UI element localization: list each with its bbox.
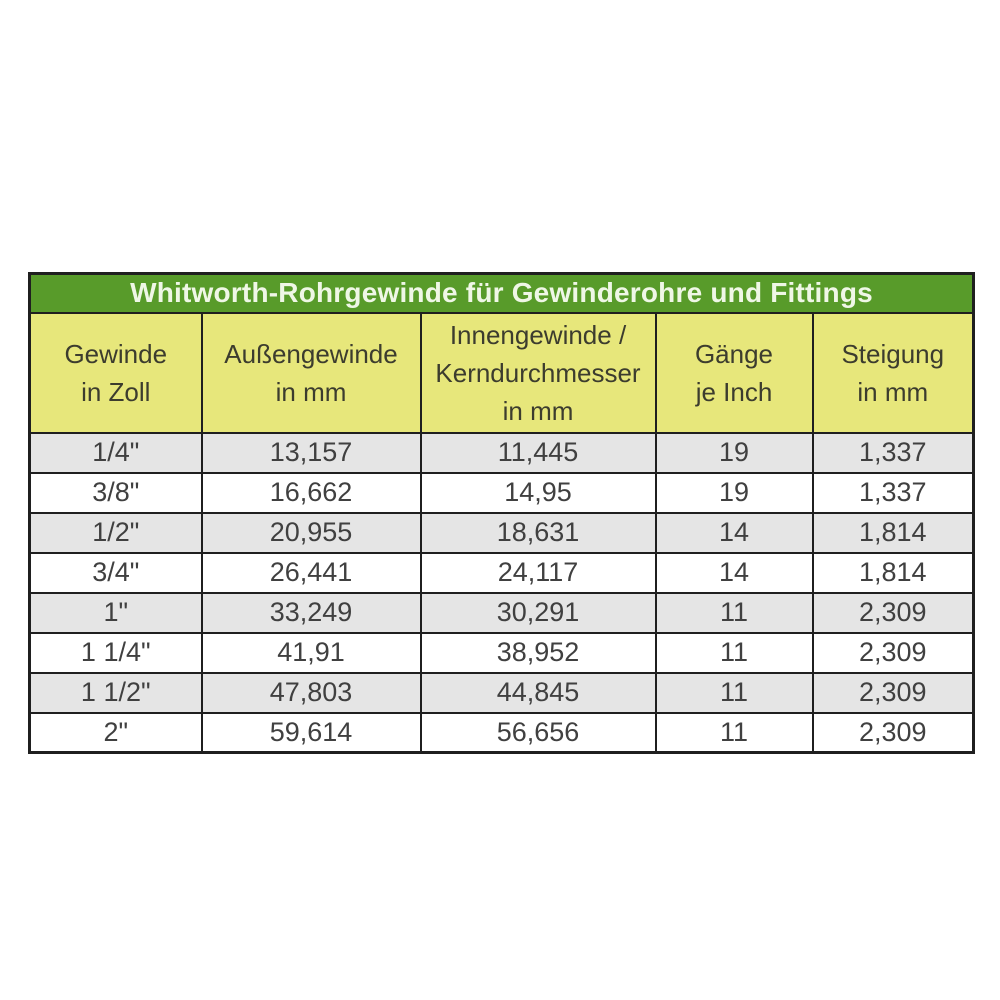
table-row: 3/4" 26,441 24,117 14 1,814 [28, 551, 975, 594]
table-row: 1 1/2" 47,803 44,845 11 2,309 [28, 671, 975, 714]
header-line: in mm [502, 395, 574, 426]
table-cell: 11 [654, 671, 814, 714]
header-line: je Inch [695, 376, 773, 407]
column-header-gewinde-in-zoll: Gewinde in Zoll [28, 311, 203, 434]
table-row: 1/2" 20,955 18,631 14 1,814 [28, 511, 975, 554]
header-line: in mm [275, 376, 347, 407]
whitworth-thread-table: Whitworth-Rohrgewinde für Gewinderohre u… [28, 272, 976, 754]
data-table: Whitworth-Rohrgewinde für Gewinderohre u… [28, 272, 976, 754]
table-row: 1/4" 13,157 11,445 19 1,337 [28, 431, 975, 474]
table-cell: 41,91 [200, 631, 422, 674]
table-cell: 2" [28, 711, 203, 754]
table-cell: 2,309 [811, 591, 975, 634]
table-cell: 11 [654, 711, 814, 754]
column-header-innengewinde: Innengewinde / Kerndurchmesser in mm [419, 311, 657, 434]
table-title: Whitworth-Rohrgewinde für Gewinderohre u… [28, 272, 975, 314]
table-cell: 13,157 [200, 431, 422, 474]
table-cell: 33,249 [200, 591, 422, 634]
table-cell: 38,952 [419, 631, 657, 674]
table-cell: 24,117 [419, 551, 657, 594]
table-cell: 11 [654, 591, 814, 634]
table-cell: 59,614 [200, 711, 422, 754]
table-cell: 2,309 [811, 671, 975, 714]
table-header-row: Gewinde in Zoll Außengewinde in mm Innen… [28, 311, 975, 434]
table-cell: 30,291 [419, 591, 657, 634]
table-cell: 1,814 [811, 511, 975, 554]
table-cell: 1,814 [811, 551, 975, 594]
table-cell: 11 [654, 631, 814, 674]
table-cell: 20,955 [200, 511, 422, 554]
table-cell: 1,337 [811, 471, 975, 514]
table-title-row: Whitworth-Rohrgewinde für Gewinderohre u… [28, 272, 975, 314]
table-cell: 1/2" [28, 511, 203, 554]
table-cell: 14 [654, 551, 814, 594]
table-cell: 19 [654, 471, 814, 514]
column-header-aussengewinde: Außengewinde in mm [200, 311, 422, 434]
table-cell: 1,337 [811, 431, 975, 474]
table-row: 1" 33,249 30,291 11 2,309 [28, 591, 975, 634]
column-header-steigung: Steigung in mm [811, 311, 975, 434]
table-cell: 1 1/2" [28, 671, 203, 714]
table-cell: 2,309 [811, 711, 975, 754]
table-cell: 3/8" [28, 471, 203, 514]
header-line: Gänge [694, 338, 774, 369]
table-cell: 1 1/4" [28, 631, 203, 674]
header-line: Steigung [841, 338, 945, 369]
table-cell: 16,662 [200, 471, 422, 514]
table-cell: 1" [28, 591, 203, 634]
header-line: in mm [857, 376, 929, 407]
header-line: Kerndurchmesser [435, 357, 641, 388]
table-cell: 47,803 [200, 671, 422, 714]
table-cell: 56,656 [419, 711, 657, 754]
table-cell: 1/4" [28, 431, 203, 474]
header-line: Innengewinde / [449, 319, 627, 350]
table-cell: 3/4" [28, 551, 203, 594]
table-cell: 2,309 [811, 631, 975, 674]
table-cell: 26,441 [200, 551, 422, 594]
table-cell: 18,631 [419, 511, 657, 554]
table-cell: 14,95 [419, 471, 657, 514]
table-cell: 11,445 [419, 431, 657, 474]
table-row: 2" 59,614 56,656 11 2,309 [28, 711, 975, 754]
table-cell: 14 [654, 511, 814, 554]
header-line: Gewinde [64, 338, 168, 369]
table-cell: 19 [654, 431, 814, 474]
header-line: in Zoll [81, 376, 151, 407]
header-line: Außengewinde [224, 338, 398, 369]
table-cell: 44,845 [419, 671, 657, 714]
table-row: 3/8" 16,662 14,95 19 1,337 [28, 471, 975, 514]
table-row: 1 1/4" 41,91 38,952 11 2,309 [28, 631, 975, 674]
column-header-gaenge: Gänge je Inch [654, 311, 814, 434]
